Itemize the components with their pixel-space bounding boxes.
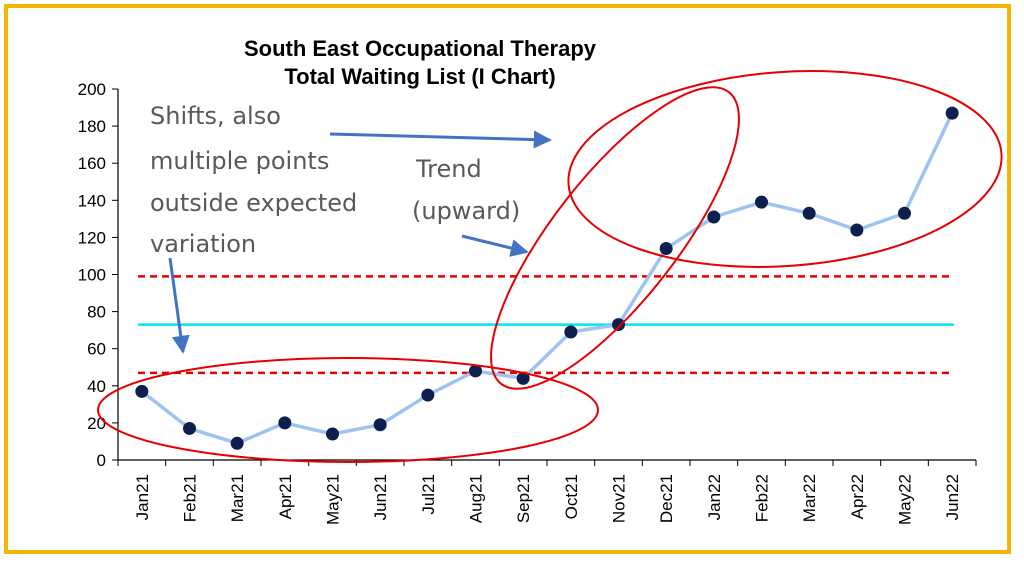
x-tick-label-apr22: Apr22 [848, 474, 867, 519]
x-tick-label-feb21: Feb21 [181, 474, 200, 522]
x-tick-label-nov21: Nov21 [610, 474, 629, 523]
y-tick-label: 60 [87, 340, 106, 359]
shift-ellipse-high [567, 70, 1003, 268]
annotation-trend-line-1: Trend [415, 155, 482, 183]
annotation-shifts-line-2: multiple points [150, 147, 329, 175]
arrow-trend [461, 234, 529, 257]
x-tick-label-may21: May21 [324, 474, 343, 525]
reference-lines [138, 275, 954, 375]
x-tick-label-jul21: Jul21 [419, 474, 438, 515]
x-tick-label-jun21: Jun21 [371, 474, 390, 520]
data-point-dec21 [659, 242, 673, 256]
shift-ellipse-low [97, 357, 599, 463]
x-tick-label-jan21: Jan21 [133, 474, 152, 520]
y-tick-label: 0 [97, 451, 106, 470]
trend-ellipse [490, 86, 740, 390]
annotation-shifts-line-3: outside expected [150, 189, 357, 217]
data-point-sep21 [516, 371, 530, 385]
x-tick-label-mar22: Mar22 [800, 474, 819, 522]
y-tick-label: 180 [78, 117, 106, 136]
annotation-shifts-line-4: variation [150, 230, 256, 258]
chart-title-line-1: South East Occupational Therapy [244, 36, 597, 61]
data-point-feb21 [183, 421, 196, 435]
series-total-waiting-list [135, 106, 959, 450]
data-point-feb22 [755, 195, 768, 209]
x-axis-tick-labels: Jan21 Feb21 Mar21 Apr21 May21 Jun21 Jul21 Aug21… [133, 474, 962, 525]
y-tick-label: 200 [78, 80, 106, 99]
data-point-apr22 [850, 223, 864, 237]
arrow-shifts-to-low [168, 257, 190, 354]
x-tick-label-sep21: Sep21 [514, 474, 533, 523]
y-tick-label: 80 [87, 303, 106, 322]
x-tick-label-may22: May22 [896, 474, 915, 525]
y-tick-label: 140 [78, 191, 106, 210]
annotation-overlays: Shifts, also multiple points outside exp… [97, 70, 1003, 463]
y-tick-label: 100 [78, 266, 106, 285]
y-tick-label: 160 [78, 154, 106, 173]
data-point-may22 [898, 206, 911, 220]
chart-title-line-2: Total Waiting List (I Chart) [284, 64, 555, 89]
data-point-jul21 [421, 388, 435, 402]
x-tick-label-aug21: Aug21 [467, 474, 486, 523]
x-tick-label-dec21: Dec21 [657, 474, 676, 523]
y-tick-label: 40 [87, 377, 106, 396]
data-point-aug21 [469, 364, 482, 378]
y-tick-label: 20 [87, 414, 106, 433]
x-tick-label-apr21: Apr21 [276, 474, 295, 519]
data-point-apr21 [278, 416, 292, 430]
x-tick-label-mar21: Mar21 [228, 474, 247, 522]
y-axis-tick-labels: 0 20 40 60 80 100 120 140 160 180 200 [78, 80, 106, 470]
data-point-may21 [326, 427, 339, 441]
y-tick-label: 120 [78, 228, 106, 247]
data-point-jun22 [945, 106, 959, 120]
annotation-shifts-line-1: Shifts, also [150, 102, 281, 130]
x-tick-label-oct21: Oct21 [562, 474, 581, 519]
data-point-jan22 [707, 210, 721, 224]
series-line [140, 112, 954, 446]
x-tick-label-feb22: Feb22 [753, 474, 772, 522]
data-point-oct21 [564, 325, 578, 339]
annotation-trend-line-2: (upward) [412, 197, 520, 225]
data-point-nov21 [612, 318, 625, 332]
x-tick-label-jan22: Jan22 [705, 474, 724, 520]
data-point-jan21 [135, 384, 149, 398]
data-point-mar21 [230, 436, 244, 450]
x-tick-label-jun22: Jun22 [943, 474, 962, 520]
data-point-mar22 [802, 206, 816, 220]
arrow-shifts-to-high [329, 130, 552, 149]
data-point-jun21 [373, 418, 387, 432]
